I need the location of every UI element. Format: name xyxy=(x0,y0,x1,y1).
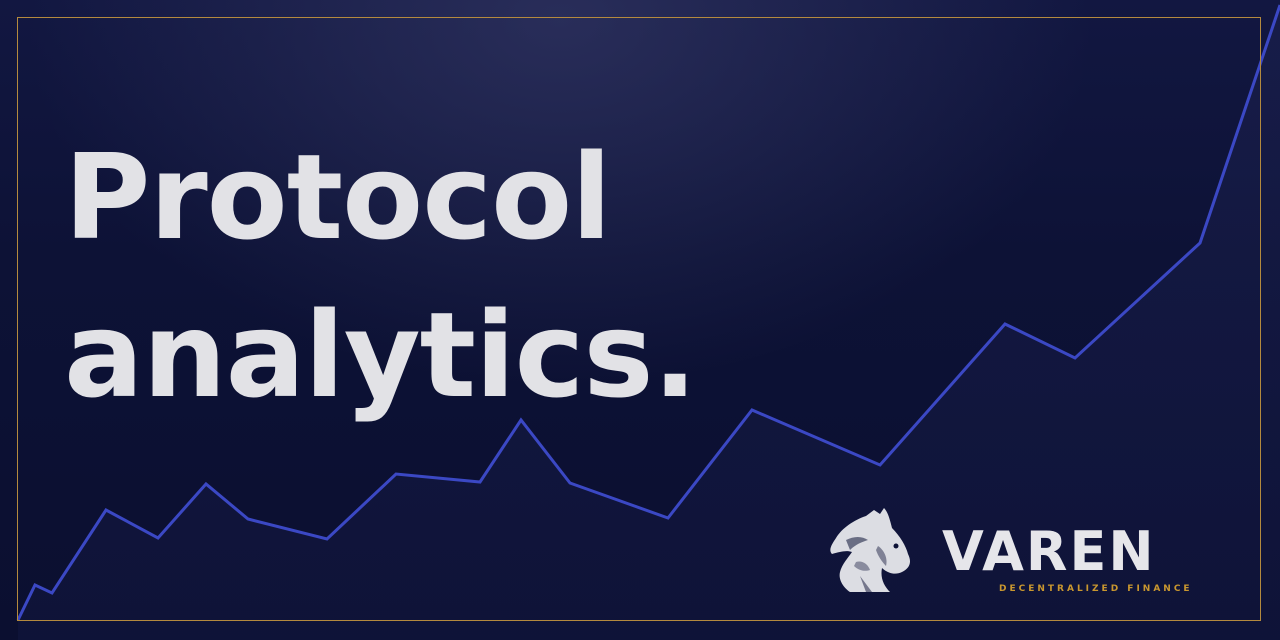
headline-line-2: analytics. xyxy=(64,286,697,424)
brand-name: VAREN xyxy=(942,520,1156,583)
graph-line xyxy=(16,4,1280,621)
headline-line-1: Protocol xyxy=(64,128,612,266)
headline: Protocol analytics. xyxy=(64,118,697,434)
brand-tagline: DECENTRALIZED FINANCE xyxy=(999,584,1193,594)
graph-area xyxy=(18,5,1280,640)
horse-head-icon xyxy=(830,508,910,592)
brand-logo: VAREN DECENTRALIZED FINANCE xyxy=(826,506,1226,601)
